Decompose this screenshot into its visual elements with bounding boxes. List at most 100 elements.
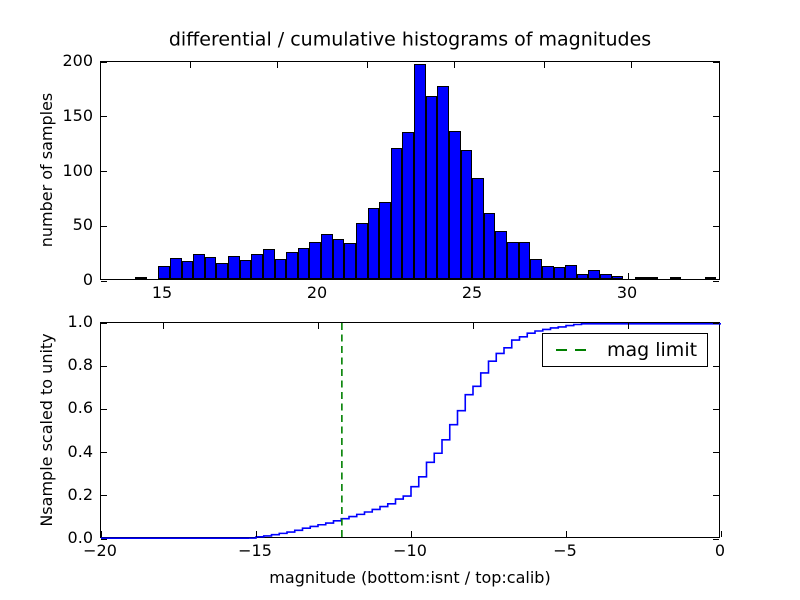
histogram-bar bbox=[379, 202, 391, 279]
histogram-bar bbox=[169, 258, 182, 279]
x-tick-label: 30 bbox=[616, 283, 638, 302]
upper-tick-mark bbox=[190, 62, 192, 68]
x-tick-mark bbox=[100, 531, 102, 537]
histogram-bar bbox=[553, 266, 566, 279]
y-tick-mark-right bbox=[713, 225, 719, 227]
histogram-bar bbox=[309, 241, 322, 279]
histogram-bar bbox=[239, 260, 252, 279]
x-tick-mark bbox=[255, 531, 257, 537]
histogram-bar bbox=[448, 131, 461, 279]
mag-limit-legend-sample-line bbox=[556, 349, 592, 351]
upper-tick-mark bbox=[630, 62, 632, 68]
x-tick-mark bbox=[627, 273, 629, 279]
figure-title: differential / cumulative histograms of … bbox=[168, 28, 652, 51]
x-tick-label: 0 bbox=[714, 541, 726, 560]
histogram-bar bbox=[367, 207, 380, 279]
histogram-bar bbox=[297, 248, 310, 279]
histogram-bar bbox=[274, 259, 287, 279]
x-tick-label: −10 bbox=[393, 541, 427, 560]
y-tick-label: 0.8 bbox=[67, 355, 93, 375]
y-tick-mark-right bbox=[713, 322, 719, 324]
y-tick-label: 50 bbox=[72, 215, 93, 235]
y-tick-mark bbox=[101, 365, 107, 367]
y-tick-mark-right bbox=[713, 538, 719, 540]
y-tick-mark bbox=[101, 280, 107, 282]
histogram-bar bbox=[541, 265, 554, 279]
upper-tick-mark bbox=[367, 62, 369, 68]
x-tick-mark bbox=[565, 531, 567, 537]
y-tick-label: 200 bbox=[62, 51, 93, 70]
y-tick-mark-right bbox=[713, 61, 719, 63]
histogram-bar bbox=[588, 270, 601, 279]
top-histogram-axes bbox=[100, 61, 720, 282]
upper-tick-mark bbox=[317, 323, 319, 329]
y-tick-mark-right bbox=[713, 365, 719, 367]
histogram-bar bbox=[228, 256, 240, 279]
y-tick-label: 1.0 bbox=[67, 312, 93, 331]
histogram-bar bbox=[634, 276, 647, 279]
histogram-bar bbox=[507, 241, 519, 279]
x-tick-label: −20 bbox=[83, 541, 117, 560]
y-tick-mark-right bbox=[713, 116, 719, 118]
histogram-bar bbox=[193, 253, 205, 279]
y-tick-mark-right bbox=[713, 171, 719, 172]
y-tick-label: 0.4 bbox=[67, 441, 93, 461]
y-tick-label: 150 bbox=[62, 105, 93, 125]
histogram-bar bbox=[495, 230, 508, 279]
histogram-bar bbox=[425, 96, 438, 279]
upper-tick-mark bbox=[277, 62, 279, 68]
histogram-bar bbox=[472, 178, 484, 279]
y-tick-mark bbox=[101, 408, 107, 410]
x-tick-mark bbox=[410, 531, 412, 537]
x-tick-label: 25 bbox=[461, 283, 483, 302]
bottom-xlabel: magnitude (bottom:isnt / top:calib) bbox=[269, 568, 551, 587]
histogram-bar bbox=[576, 273, 589, 279]
y-tick-mark bbox=[101, 171, 107, 172]
upper-tick-mark bbox=[472, 323, 474, 329]
histogram-bar bbox=[565, 264, 577, 279]
upper-tick-mark bbox=[543, 62, 545, 68]
y-tick-mark-right bbox=[713, 495, 719, 497]
y-tick-label: 100 bbox=[62, 160, 93, 180]
y-tick-mark bbox=[101, 538, 107, 540]
y-tick-mark-right bbox=[713, 452, 719, 454]
x-tick-label: −15 bbox=[238, 541, 272, 560]
y-tick-label: 0.6 bbox=[67, 398, 93, 418]
y-tick-label: 0 bbox=[82, 270, 93, 289]
upper-tick-mark bbox=[162, 323, 164, 329]
cumulative-step-curve bbox=[101, 323, 721, 539]
histogram-bar bbox=[216, 262, 229, 279]
top-ylabel: number of samples bbox=[37, 92, 56, 248]
histogram-bar bbox=[414, 64, 426, 279]
histogram-bar bbox=[518, 241, 531, 279]
legend-label: mag limit bbox=[607, 338, 698, 361]
bottom-ylabel: Nsample scaled to unity bbox=[37, 333, 56, 527]
histogram-bar bbox=[704, 276, 717, 279]
histogram-bar bbox=[262, 249, 275, 279]
y-tick-mark bbox=[101, 61, 107, 63]
histogram-bar bbox=[600, 273, 612, 279]
histogram-bar bbox=[646, 276, 659, 279]
upper-tick-mark bbox=[453, 62, 455, 68]
histogram-bar bbox=[135, 276, 147, 279]
histogram-bar bbox=[611, 275, 624, 279]
legend-box: mag limit bbox=[542, 333, 708, 367]
x-tick-label: −5 bbox=[553, 541, 577, 560]
y-tick-mark-right bbox=[713, 408, 719, 410]
histogram-bar bbox=[204, 257, 217, 279]
y-tick-mark bbox=[101, 452, 107, 454]
histogram-bar bbox=[286, 251, 298, 279]
x-tick-label: 15 bbox=[151, 283, 173, 302]
x-tick-mark bbox=[720, 531, 722, 537]
y-tick-mark bbox=[101, 495, 107, 497]
y-tick-label: 0.0 bbox=[67, 528, 93, 547]
y-tick-label: 0.2 bbox=[67, 484, 93, 504]
cumulative-plot-svg bbox=[101, 323, 721, 539]
y-tick-mark bbox=[101, 225, 107, 227]
y-tick-mark bbox=[101, 116, 107, 118]
upper-tick-mark bbox=[627, 323, 629, 329]
y-tick-mark bbox=[101, 322, 107, 324]
histogram-bar bbox=[483, 213, 496, 279]
y-tick-mark-right bbox=[713, 280, 719, 282]
